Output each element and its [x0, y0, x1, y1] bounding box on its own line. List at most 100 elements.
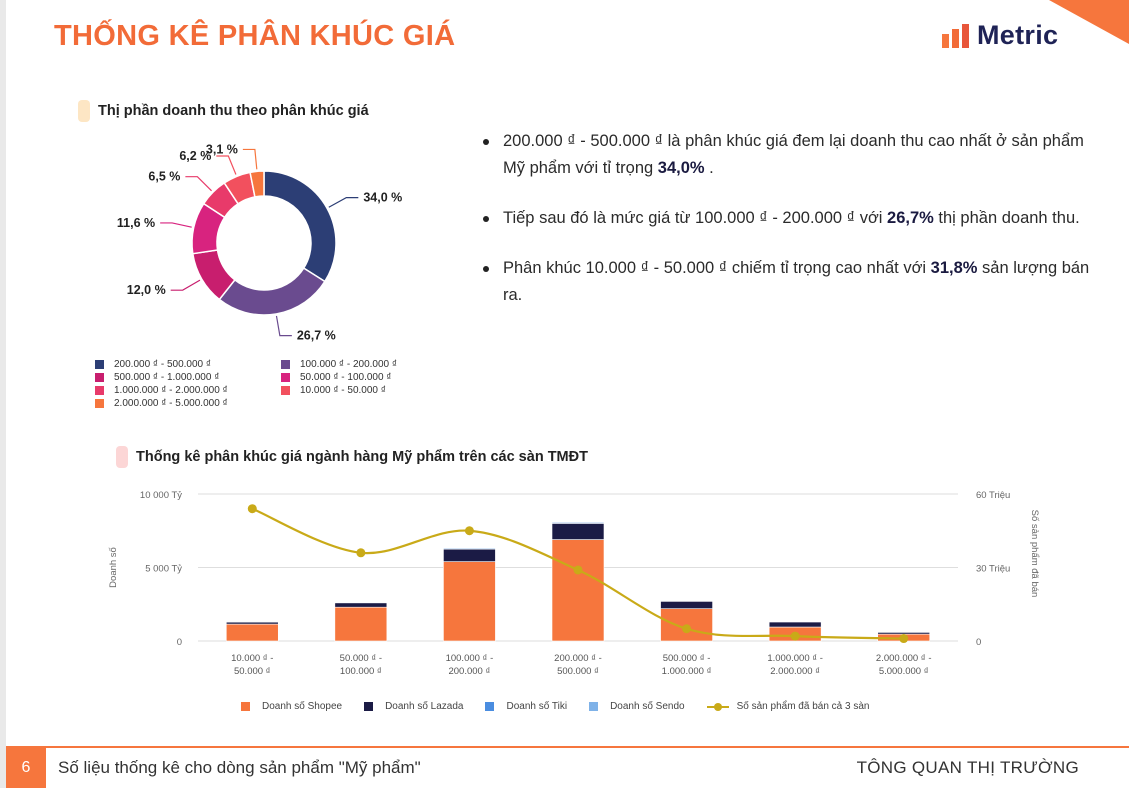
y2-tick-label: 0 — [976, 637, 981, 648]
donut-section-title: Thị phần doanh thu theo phân khúc giá — [78, 100, 369, 122]
line-point — [247, 504, 257, 514]
leader-line — [160, 222, 192, 228]
x-tick-label: 100.000 ₫ - — [446, 653, 494, 664]
legend-swatch — [95, 373, 104, 382]
brand-name: Metric — [977, 20, 1059, 50]
slice-value-label: 26,7 % — [297, 329, 336, 343]
bar-segment — [551, 539, 605, 642]
bullet-item: Phân khúc 10.000 ₫ - 50.000 ₫ chiếm tỉ t… — [482, 255, 1092, 309]
insight-bullets: 200.000 ₫ - 500.000 ₫ là phân khúc giá đ… — [482, 128, 1092, 332]
legend-label: 500.000 ₫ - 1.000.000 ₫ — [114, 372, 220, 383]
left-edge-strip — [0, 0, 6, 788]
footer-caption: Số liệu thống kê cho dòng sản phẩm "Mỹ p… — [58, 758, 421, 777]
footer-divider — [6, 746, 1129, 748]
legend-label: 1.000.000 ₫ - 2.000.000 ₫ — [114, 385, 228, 396]
bar-segment — [225, 623, 279, 642]
bar-segment — [334, 606, 388, 642]
page-title: THỐNG KÊ PHÂN KHÚC GIÁ — [54, 20, 456, 52]
slice-value-label: 34,0 % — [363, 191, 402, 205]
bar-segment — [443, 548, 496, 562]
bar-segment — [551, 521, 605, 523]
leader-line — [275, 315, 292, 337]
donut-chart: 34,0 % 26,7 % 12,0 % 11,6 % 6,5 % 6,2 %3,1 % — [117, 142, 402, 343]
bullet-item: Tiếp sau đó là mức giá từ 100.000 ₫ - 20… — [482, 205, 1092, 232]
legend-item: Doanh số Lazada — [364, 701, 463, 712]
y-tick-label: 0 — [177, 637, 182, 648]
x-tick-label: 10.000 ₫ - — [231, 653, 273, 664]
slice-value-label: 6,2 % — [179, 149, 211, 163]
legend-label: 100.000 ₫ - 200.000 ₫ — [300, 359, 398, 370]
legend-item: Số sản phẩm đã bán cả 3 sàn — [706, 701, 870, 712]
legend-item: Doanh số Shopee — [241, 701, 342, 712]
donut-title-text: Thị phần doanh thu theo phân khúc giá — [98, 103, 369, 119]
bullet-item: 200.000 ₫ - 500.000 ₫ là phân khúc giá đ… — [482, 128, 1092, 182]
legend-swatch — [95, 360, 104, 369]
y-tick-label: 5 000 Tỷ — [145, 564, 182, 575]
donut-slice — [249, 170, 265, 198]
slice-value-label: 3,1 % — [206, 142, 238, 156]
line-point — [790, 631, 800, 641]
legend-item: 100.000 ₫ - 200.000 ₫ — [281, 359, 397, 370]
leader-line — [185, 176, 212, 192]
y2-tick-label: 30 Triệu — [976, 564, 1010, 575]
legend-item: 50.000 ₫ - 100.000 ₫ — [281, 372, 391, 383]
legend-label: 200.000 ₫ - 500.000 ₫ — [114, 359, 212, 370]
corner-decoration — [1049, 0, 1129, 44]
slice-value-label: 11,6 % — [117, 216, 155, 230]
slice-value-label: 12,0 % — [127, 283, 166, 297]
footer-section-name: TÔNG QUAN THỊ TRƯỜNG — [856, 758, 1079, 777]
bar-segment — [225, 621, 279, 623]
y2-tick-label: 60 Triệu — [976, 490, 1010, 501]
legend-swatch — [364, 702, 374, 711]
x-tick-label: 2.000.000 ₫ - — [876, 653, 932, 664]
x-tick-label: 2.000.000 ₫ — [770, 666, 820, 677]
legend-label: Doanh số Lazada — [385, 701, 464, 712]
legend-label: Doanh số Shopee — [262, 701, 343, 712]
legend-swatch — [95, 399, 104, 408]
legend-swatch — [95, 386, 104, 395]
x-tick-label: 5.000.000 ₫ — [879, 666, 929, 677]
legend-label: Số sản phẩm đã bán cả 3 sàn — [736, 701, 870, 712]
legend-label: Doanh số Tiki — [506, 701, 568, 712]
y-tick-label: 10 000 Tỷ — [140, 490, 182, 501]
section-marker — [116, 446, 128, 468]
page-number: 6 — [6, 748, 46, 788]
x-tick-label: 100.000 ₫ — [340, 666, 382, 677]
bar-segment — [334, 601, 388, 603]
bar-logo-icon — [942, 23, 969, 48]
legend-label: Doanh số Sendo — [610, 701, 685, 712]
x-tick-label: 50.000 ₫ - — [340, 653, 382, 664]
line-point — [573, 565, 583, 575]
bar-segment — [443, 561, 496, 642]
bar-title-text: Thống kê phân khúc giá ngành hàng Mỹ phẩ… — [136, 449, 588, 465]
legend-item: 10.000 ₫ - 50.000 ₫ — [281, 385, 386, 396]
legend-item: 200.000 ₫ - 500.000 ₫ — [95, 359, 211, 370]
y2-axis-title: Số sản phẩm đã bán — [1029, 510, 1040, 598]
legend-swatch — [281, 386, 290, 395]
x-tick-label: 200.000 ₫ — [448, 666, 490, 677]
legend-swatch — [485, 702, 495, 711]
legend-item: Doanh số Sendo — [589, 701, 685, 712]
bar-chart-legend: Doanh số Shopee Doanh số Lazada Doanh số T… — [241, 701, 891, 712]
section-marker — [78, 100, 90, 122]
x-tick-label: 50.000 ₫ — [234, 666, 271, 677]
legend-item: 2.000.000 ₫ - 5.000.000 ₫ — [95, 398, 228, 409]
bar-section-title: Thống kê phân khúc giá ngành hàng Mỹ phẩ… — [116, 446, 588, 468]
x-tick-label: 500.000 ₫ — [557, 666, 599, 677]
donut-slice — [218, 267, 326, 316]
line-point — [356, 548, 366, 558]
bar-segment — [768, 621, 822, 628]
legend-swatch — [281, 360, 290, 369]
bar-segment — [551, 523, 605, 540]
bar-segment — [660, 600, 713, 602]
legend-item: 500.000 ₫ - 1.000.000 ₫ — [95, 372, 219, 383]
leader-line — [328, 197, 359, 208]
legend-swatch — [281, 373, 290, 382]
y-axis-title: Doanh số — [108, 546, 119, 587]
x-tick-label: 500.000 ₫ - — [663, 653, 711, 664]
x-tick-label: 200.000 ₫ - — [554, 653, 602, 664]
stacked-bar-chart: 0 5 000 Tỷ 10 000 Tỷ 0 30 Triệu 60 Triệu Doanh… — [108, 490, 1040, 677]
x-tick-label: 1.000.000 ₫ - — [767, 653, 823, 664]
brand-logo: Metric — [941, 20, 1058, 51]
legend-swatch — [241, 702, 250, 711]
